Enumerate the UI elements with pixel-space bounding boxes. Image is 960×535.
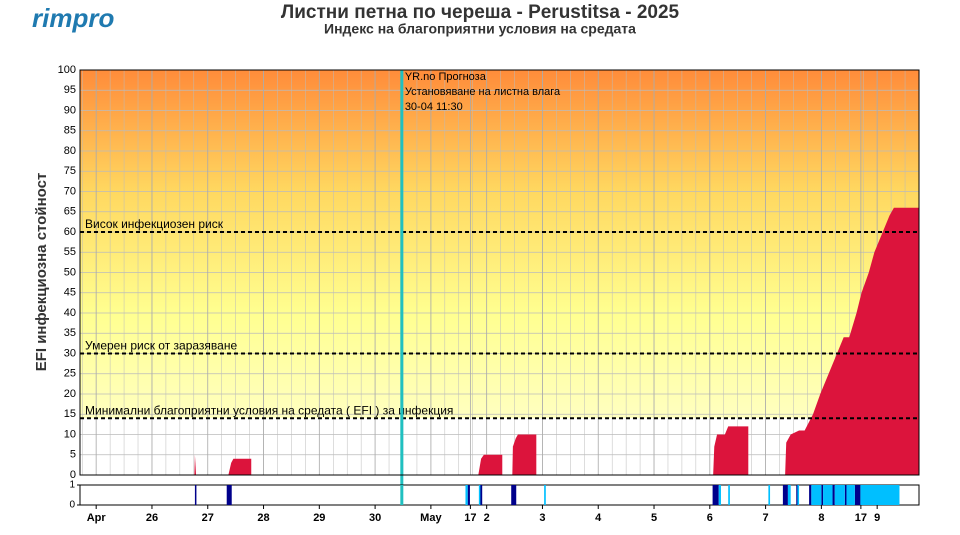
y-tick-label: 60 [64, 226, 76, 238]
efi-area [228, 458, 252, 475]
wetness-bar [844, 485, 847, 505]
wetness-bar [467, 485, 470, 505]
wetness-bar [797, 485, 800, 505]
efi-area [512, 434, 537, 475]
x-tick-label: 9 [874, 512, 880, 524]
x-tick-label: 27 [202, 512, 214, 524]
chart-title: Листни петна по череша - Perustitsa - 20… [281, 2, 680, 23]
x-tick-label: 17 [855, 512, 867, 524]
risk-background [80, 70, 919, 419]
y-tick-label: 15 [64, 408, 76, 420]
wetness-bar [226, 485, 232, 505]
x-tick-label: 4 [595, 512, 602, 524]
x-tick-label: 7 [763, 512, 769, 524]
wetness-bar [860, 485, 900, 505]
wetness-bar [479, 485, 483, 505]
y-tick-label: 5 [70, 449, 76, 461]
x-tick-label: 17 [464, 512, 476, 524]
efi-area [713, 426, 749, 475]
wetness-bar [511, 485, 517, 505]
x-tick-label: 6 [707, 512, 713, 524]
y-tick-label: 35 [64, 327, 76, 339]
y-axis-label: EFI инфекциозна стойност [33, 173, 50, 372]
wetness-bar [821, 485, 824, 505]
wetness-bar [854, 485, 861, 505]
y-tick-label: 10 [64, 428, 76, 440]
y-tick-label: 65 [64, 206, 76, 218]
wetness-bar [787, 485, 791, 505]
wetness-bar [834, 485, 845, 505]
y-tick-label: 40 [64, 307, 76, 319]
x-tick-label: 29 [313, 512, 325, 524]
y-tick-label: 25 [64, 368, 76, 380]
plot-frame [79, 69, 920, 476]
wetness-bar [712, 485, 719, 505]
wetness-bar [823, 485, 833, 505]
forecast-note: YR.no Прогноза [405, 71, 487, 83]
x-tick-label: 8 [818, 512, 824, 524]
wetness-bar [465, 485, 468, 505]
y-tick-label: 45 [64, 287, 76, 299]
logo: rimpro [32, 3, 114, 33]
wetness-tick-label: 0 [69, 500, 75, 511]
wetness-bar [728, 485, 730, 505]
wetness-bar [544, 485, 546, 505]
efi-area [194, 454, 197, 475]
x-tick-label: 3 [539, 512, 545, 524]
threshold-label: Умерен риск от заразяване [85, 339, 237, 353]
y-tick-label: 75 [64, 165, 76, 177]
wetness-bar [768, 485, 771, 505]
wetness-bar [782, 485, 788, 505]
efi-area [478, 454, 503, 475]
efi-area [785, 207, 919, 475]
x-tick-label: May [420, 512, 442, 524]
y-tick-label: 80 [64, 145, 76, 157]
y-tick-label: 70 [64, 185, 76, 197]
y-tick-label: 0 [70, 469, 76, 481]
threshold-label: Висок инфекциозен риск [85, 217, 224, 231]
y-tick-label: 85 [64, 125, 76, 137]
wetness-bar [846, 485, 855, 505]
y-tick-label: 30 [64, 347, 76, 359]
x-tick-label: 28 [257, 512, 269, 524]
y-tick-label: 100 [58, 64, 76, 76]
wetness-tick-label: 1 [69, 480, 75, 491]
wetness-bar [832, 485, 835, 505]
x-tick-label: 26 [146, 512, 158, 524]
wetness-bar [811, 485, 822, 505]
wetness-background [79, 484, 920, 506]
forecast-note: Установяване на листна влага [405, 86, 561, 98]
forecast-date: 30-04 11:30 [405, 101, 463, 113]
y-tick-label: 95 [64, 84, 76, 96]
y-tick-label: 90 [64, 104, 76, 116]
wetness-bar [194, 485, 197, 505]
x-tick-label: 30 [369, 512, 381, 524]
wetness-bar [718, 485, 721, 505]
x-tick-label: 5 [651, 512, 657, 524]
x-tick-label: 2 [484, 512, 490, 524]
y-tick-label: 55 [64, 246, 76, 258]
x-tick-label: Apr [87, 512, 107, 524]
y-tick-label: 20 [64, 388, 76, 400]
threshold-label: Минимални благоприятни условия на средат… [85, 403, 453, 417]
y-tick-label: 50 [64, 266, 76, 278]
wetness-bar [478, 485, 481, 505]
chart-subtitle: Индекс на благоприятни условия на средат… [324, 21, 636, 37]
wetness-bar [796, 485, 798, 505]
wetness-bar [809, 485, 812, 505]
